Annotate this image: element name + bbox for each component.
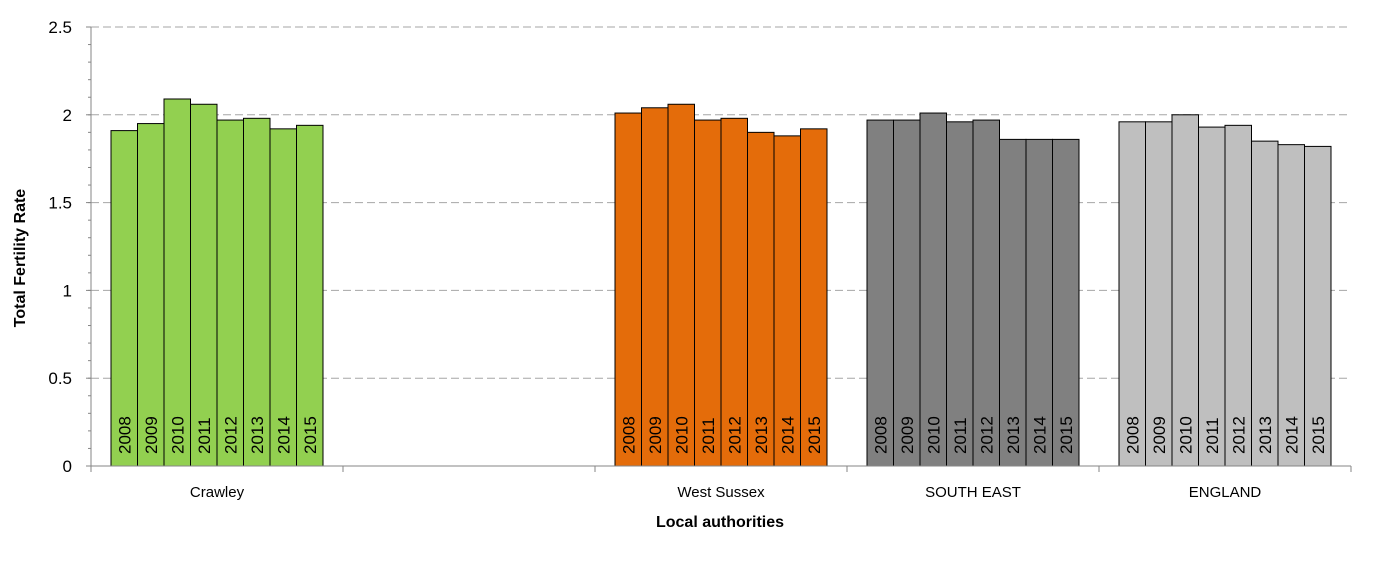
bar xyxy=(720,117,748,467)
bar xyxy=(747,131,775,467)
bar xyxy=(216,119,244,467)
bar xyxy=(946,121,974,467)
bar-year-label: 2008 xyxy=(115,416,134,454)
bar-year-label: 2011 xyxy=(195,417,214,454)
bar-year-label: 2013 xyxy=(752,416,771,454)
bar-year-label: 2014 xyxy=(1282,416,1301,454)
bar xyxy=(269,128,297,467)
bar-year-label: 2014 xyxy=(778,416,797,454)
bar-year-label: 2013 xyxy=(1256,416,1275,454)
y-tick-label: 1 xyxy=(63,281,72,300)
bar xyxy=(694,119,722,467)
x-category-label: SOUTH EAST xyxy=(925,484,1021,501)
y-tick-label: 0 xyxy=(63,457,72,476)
bar-year-label: 2008 xyxy=(619,416,638,454)
bar-year-label: 2011 xyxy=(699,417,718,454)
bar-year-label: 2015 xyxy=(301,416,320,454)
bar-year-label: 2010 xyxy=(1176,416,1195,454)
bar xyxy=(1304,145,1332,467)
bar-year-label: 2009 xyxy=(898,416,917,454)
bar xyxy=(1145,121,1173,467)
bar-year-label: 2012 xyxy=(221,416,240,454)
bar-year-label: 2008 xyxy=(1123,416,1142,454)
bars-layer xyxy=(110,98,1332,467)
bar xyxy=(641,107,669,467)
bar xyxy=(1198,126,1226,467)
bar-year-label: 2014 xyxy=(274,416,293,454)
bar xyxy=(1052,138,1080,467)
bar xyxy=(667,103,695,467)
labels-layer: 0 0.5 1 1.5 2 2.5 2008 2009 2010 2011 2012 2013 2014… xyxy=(48,18,1327,501)
bar-year-label: 2009 xyxy=(646,416,665,454)
bar-year-label: 2013 xyxy=(248,416,267,454)
bar-year-label: 2012 xyxy=(977,416,996,454)
bar-year-label: 2011 xyxy=(1203,417,1222,454)
bar xyxy=(1224,124,1252,467)
bar-year-label: 2013 xyxy=(1004,416,1023,454)
bar xyxy=(1251,140,1279,467)
bar-year-label: 2011 xyxy=(951,417,970,454)
y-axis-title: Total Fertility Rate xyxy=(12,189,29,327)
x-category-label: ENGLAND xyxy=(1189,484,1262,501)
y-tick-label: 1.5 xyxy=(48,194,72,213)
bar-year-label: 2012 xyxy=(725,416,744,454)
bar xyxy=(190,103,218,467)
bar-year-label: 2015 xyxy=(1309,416,1328,454)
bar xyxy=(773,135,801,467)
bar xyxy=(800,128,828,467)
bar-year-label: 2012 xyxy=(1229,416,1248,454)
y-tick-label: 2 xyxy=(63,106,72,125)
bar-year-label: 2009 xyxy=(142,416,161,454)
bar-year-label: 2014 xyxy=(1030,416,1049,454)
bar-year-label: 2010 xyxy=(168,416,187,454)
bar-year-label: 2008 xyxy=(871,416,890,454)
bar-year-label: 2015 xyxy=(805,416,824,454)
bar xyxy=(110,130,138,467)
bar-year-label: 2010 xyxy=(924,416,943,454)
bar-year-label: 2009 xyxy=(1150,416,1169,454)
axes-layer xyxy=(86,26,1352,472)
bar xyxy=(296,124,324,467)
x-category-label: West Sussex xyxy=(677,484,765,501)
bar xyxy=(614,112,642,467)
y-tick-label: 0.5 xyxy=(48,369,72,388)
bar xyxy=(972,119,1000,467)
bar xyxy=(163,98,191,467)
bar xyxy=(919,112,947,467)
bar xyxy=(1171,114,1199,467)
bar xyxy=(893,119,921,467)
bar-year-label: 2010 xyxy=(672,416,691,454)
bar xyxy=(1025,138,1053,467)
bar xyxy=(866,119,894,467)
y-tick-label: 2.5 xyxy=(48,18,72,37)
bar xyxy=(243,117,271,467)
x-category-label: Crawley xyxy=(190,484,245,501)
bar xyxy=(137,123,165,467)
bar xyxy=(1118,121,1146,467)
bar-year-label: 2015 xyxy=(1057,416,1076,454)
x-axis-title: Local authorities xyxy=(656,514,784,531)
